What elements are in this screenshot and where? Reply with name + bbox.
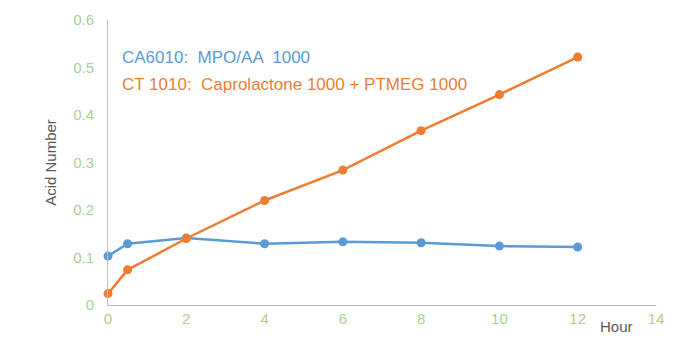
svg-text:0: 0 <box>104 310 112 327</box>
svg-text:0: 0 <box>86 296 94 313</box>
svg-text:6: 6 <box>339 310 347 327</box>
svg-text:Acid Number: Acid Number <box>42 119 59 206</box>
svg-text:0.5: 0.5 <box>73 59 94 76</box>
svg-text:8: 8 <box>417 310 425 327</box>
svg-text:0.2: 0.2 <box>73 201 94 218</box>
svg-text:14: 14 <box>648 310 665 327</box>
svg-text:0.6: 0.6 <box>73 11 94 28</box>
svg-text:4: 4 <box>260 310 268 327</box>
svg-text:CA6010: MPO/AA 1000: CA6010: MPO/AA 1000 <box>122 48 310 67</box>
svg-text:0.1: 0.1 <box>73 249 94 266</box>
svg-text:CT 1010: Caprolactone 1000 +: CT 1010: Caprolactone 1000 + PTMEG 1000 <box>122 75 467 94</box>
svg-text:0.3: 0.3 <box>73 154 94 171</box>
svg-text:0.4: 0.4 <box>73 106 94 123</box>
svg-text:2: 2 <box>182 310 190 327</box>
svg-text:12: 12 <box>569 310 586 327</box>
svg-text:10: 10 <box>491 310 508 327</box>
svg-text:Hour: Hour <box>600 318 633 335</box>
